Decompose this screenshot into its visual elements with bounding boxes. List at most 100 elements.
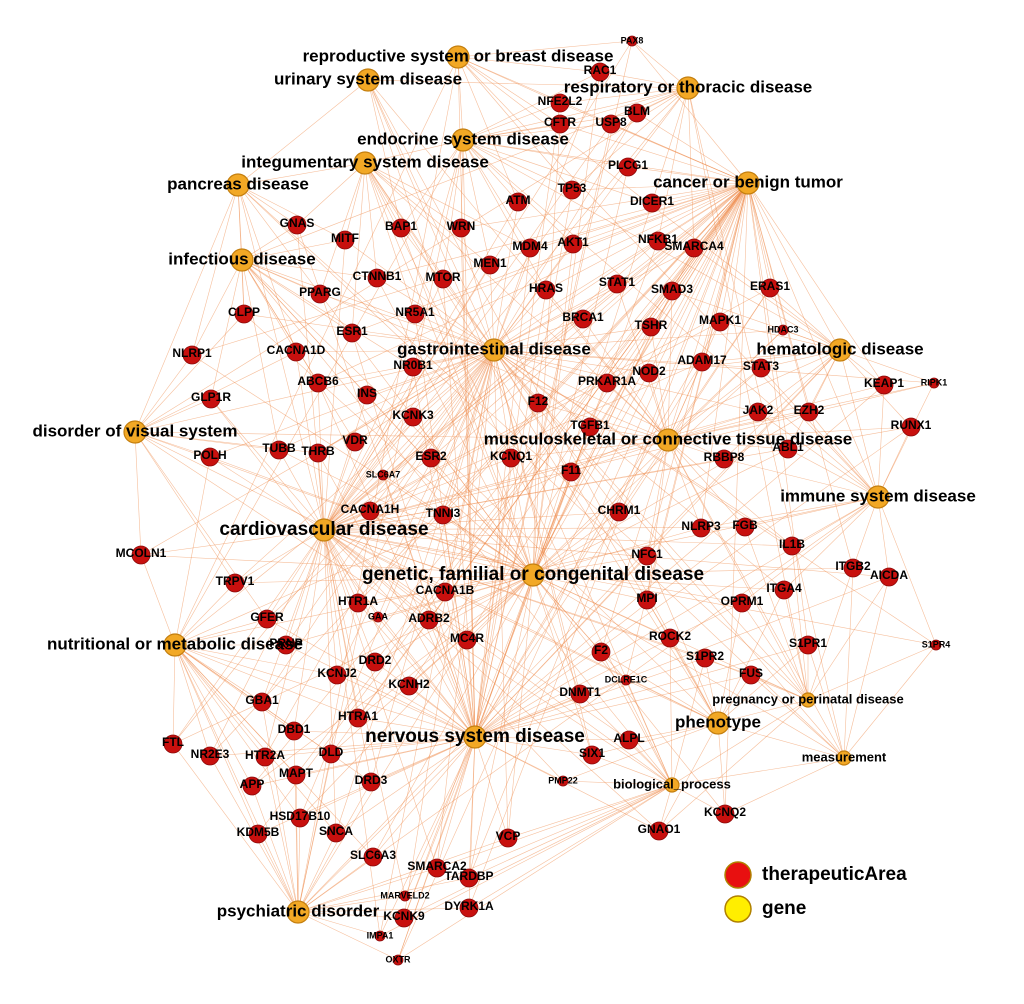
edge [357, 717, 476, 738]
edge [532, 402, 539, 576]
edge [532, 448, 789, 576]
gene-node [782, 536, 802, 556]
edge [507, 574, 534, 839]
gene-label: CACNA1B [416, 583, 475, 597]
disease-label: gastrointestinal disease [397, 339, 591, 358]
edge [610, 87, 689, 125]
gene-node [692, 352, 712, 372]
edge [717, 722, 845, 759]
gene-node [284, 721, 304, 741]
edge [658, 722, 719, 832]
edge [667, 439, 793, 547]
edge [237, 184, 346, 241]
edge [628, 739, 673, 786]
gene-node [580, 417, 600, 437]
edge [493, 166, 629, 351]
edge [589, 426, 669, 441]
labels: PAX8 RAC1 NFE2L2 BLM CFTR USP8 PLCG1 TP53 ATM DIC… [32, 35, 975, 964]
edge [323, 411, 759, 531]
edge [493, 349, 809, 701]
edge [278, 449, 325, 531]
gene-label: HDAC3 [767, 324, 798, 334]
edge [442, 182, 749, 516]
gene-label: NFE2L2 [538, 94, 583, 108]
edge [403, 349, 495, 919]
disease-node [706, 711, 730, 735]
edge [237, 184, 298, 226]
edge [532, 574, 726, 815]
gene-label: AKT1 [557, 235, 589, 249]
edge [791, 545, 809, 701]
gene-label: F2 [594, 643, 608, 657]
edge [323, 394, 368, 531]
gene-label: ROCK2 [649, 629, 691, 643]
edge [843, 644, 937, 759]
edge [237, 184, 243, 261]
gene-node [403, 357, 423, 377]
disease-node [676, 76, 700, 100]
disease-label: pancreas disease [167, 174, 309, 193]
edge [493, 349, 937, 646]
edge [285, 349, 495, 646]
edge [266, 618, 476, 738]
gene-node [392, 954, 404, 966]
gene-label: NFC1 [631, 547, 663, 561]
edge [625, 679, 719, 724]
disease-label: nutritional or metabolic disease [47, 634, 303, 653]
disease-label: cardiovascular disease [219, 519, 428, 540]
edge [468, 784, 673, 909]
edge [717, 722, 726, 815]
gene-node [269, 440, 289, 460]
edge [474, 674, 752, 738]
edge [323, 318, 584, 531]
gene-node [501, 448, 521, 468]
edge [317, 182, 749, 384]
gene-label: PAX8 [621, 35, 644, 45]
edge [474, 289, 547, 738]
edge [376, 277, 495, 351]
edge [545, 289, 669, 441]
gene-node [563, 234, 583, 254]
gene-label: CLPP [228, 305, 260, 319]
edge [364, 162, 462, 229]
edge [747, 182, 841, 351]
edge [787, 448, 879, 498]
gene-label: KCNK9 [383, 909, 425, 923]
edge [616, 182, 749, 285]
edge [747, 182, 854, 569]
disease-label: urinary system disease [274, 69, 462, 88]
gene-label: ERAS1 [750, 279, 790, 293]
edge [174, 644, 253, 787]
edge [783, 589, 809, 701]
edge [351, 332, 495, 351]
disease-label: pregnancy or perinatal disease [712, 691, 903, 706]
edge [323, 278, 444, 531]
disease-node [836, 750, 852, 766]
edge [430, 349, 495, 459]
edge [877, 382, 935, 498]
gene-label: MEN1 [473, 256, 507, 270]
edge [671, 784, 726, 815]
gene-node [778, 439, 798, 459]
edge [627, 166, 749, 184]
edge [172, 349, 495, 745]
gene-node [257, 609, 277, 629]
gene-node [225, 573, 245, 593]
edge [264, 756, 299, 913]
edge [367, 79, 689, 89]
edge [364, 162, 669, 441]
edge [667, 411, 810, 441]
edge [462, 139, 519, 203]
edge [559, 87, 689, 125]
edge [570, 439, 669, 473]
edge [474, 182, 749, 738]
edge [724, 757, 845, 815]
gene-node [405, 304, 425, 324]
edge [237, 79, 369, 186]
edge [750, 674, 845, 759]
gene-label: JAK2 [743, 403, 774, 417]
edge [134, 431, 142, 556]
edge [297, 56, 459, 913]
edge [493, 349, 509, 839]
gene-label: TRPV1 [216, 574, 255, 588]
